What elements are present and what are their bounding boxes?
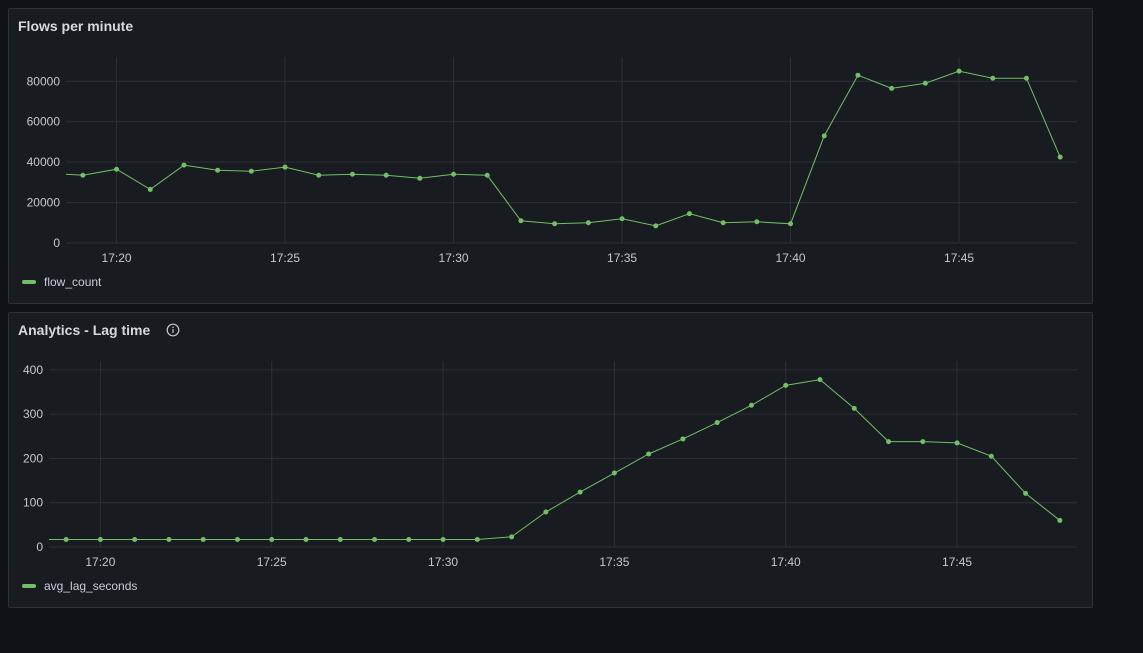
y-tick-label: 80000: [27, 74, 61, 88]
data-point: [543, 509, 549, 515]
data-point: [754, 219, 760, 225]
data-point: [303, 536, 309, 542]
data-point: [509, 534, 515, 540]
y-tick-label: 0: [36, 540, 43, 554]
flows-per-minute-panel: Flows per minute 0 20000 40000 60000 80000 17…: [8, 8, 1093, 304]
x-tick-label: 17:40: [771, 555, 801, 569]
data-point: [215, 167, 221, 173]
data-point: [63, 536, 69, 542]
data-point: [855, 72, 861, 78]
data-point: [372, 536, 378, 542]
flows-chart[interactable]: 0 20000 40000 60000 80000 17:20 17:25 17:30 17:3…: [9, 9, 1094, 305]
data-point: [686, 211, 692, 217]
data-point: [248, 168, 254, 174]
legend-swatch: [22, 584, 36, 588]
legend-swatch: [22, 280, 36, 284]
x-tick-label: 17:25: [257, 555, 287, 569]
data-point: [748, 402, 754, 408]
data-point: [451, 171, 457, 177]
data-point: [585, 220, 591, 226]
data-point: [720, 220, 726, 226]
data-point: [817, 377, 823, 383]
data-point: [282, 164, 288, 170]
data-point: [1023, 75, 1029, 81]
data-point: [269, 536, 275, 542]
data-point: [577, 489, 583, 495]
legend[interactable]: avg_lag_seconds: [22, 579, 137, 593]
data-point: [788, 221, 794, 227]
y-tick-label: 300: [23, 407, 43, 421]
data-point: [646, 451, 652, 457]
x-tick-label: 17:20: [85, 555, 115, 569]
data-point: [518, 218, 524, 224]
data-point: [714, 420, 720, 426]
data-point: [680, 436, 686, 442]
data-point: [440, 536, 446, 542]
data-point: [147, 186, 153, 192]
x-tick-label: 17:30: [439, 251, 469, 265]
data-point: [349, 171, 355, 177]
y-tick-label: 200: [23, 451, 43, 465]
data-point: [988, 453, 994, 459]
data-point: [417, 175, 423, 181]
data-point: [114, 166, 120, 172]
data-point: [316, 172, 322, 178]
analytics-lag-time-panel: Analytics - Lag time 0 100 200 300 400 17:20 1…: [8, 312, 1093, 608]
data-point: [234, 536, 240, 542]
data-point: [200, 536, 206, 542]
data-point: [97, 536, 103, 542]
data-point: [886, 439, 892, 445]
x-tick-label: 17:35: [599, 555, 629, 569]
data-point: [337, 536, 343, 542]
x-tick-label: 17:30: [428, 555, 458, 569]
y-tick-label: 400: [23, 363, 43, 377]
x-tick-label: 17:20: [102, 251, 132, 265]
y-tick-label: 20000: [27, 196, 61, 210]
data-point: [484, 172, 490, 178]
legend-label[interactable]: avg_lag_seconds: [44, 579, 138, 593]
data-point: [1057, 517, 1063, 523]
y-tick-label: 0: [53, 236, 60, 250]
panel-title[interactable]: Flows per minute: [18, 18, 133, 34]
data-point: [922, 80, 928, 86]
x-tick-label: 17:25: [270, 251, 300, 265]
panel-title[interactable]: Analytics - Lag time: [18, 322, 180, 338]
legend-label[interactable]: flow_count: [44, 275, 102, 289]
y-tick-label: 40000: [27, 155, 61, 169]
data-point: [1057, 154, 1063, 160]
x-tick-label: 17:35: [607, 251, 637, 265]
data-point: [956, 68, 962, 74]
data-point: [181, 162, 187, 168]
data-point: [1023, 490, 1029, 496]
data-point: [619, 216, 625, 222]
x-tick-label: 17:45: [942, 555, 972, 569]
panel-title-text: Analytics - Lag time: [18, 322, 151, 338]
data-point: [166, 536, 172, 542]
data-point: [653, 223, 659, 229]
x-tick-label: 17:45: [944, 251, 974, 265]
legend[interactable]: flow_count: [22, 275, 101, 289]
x-tick-label: 17:40: [776, 251, 806, 265]
data-point: [611, 470, 617, 476]
data-point: [889, 85, 895, 91]
data-point: [474, 536, 480, 542]
y-tick-label: 100: [23, 496, 43, 510]
data-point: [383, 172, 389, 178]
data-point: [406, 536, 412, 542]
data-point: [552, 221, 558, 227]
data-point: [920, 439, 926, 445]
data-point: [132, 536, 138, 542]
data-point: [954, 440, 960, 446]
lag-chart[interactable]: 0 100 200 300 400 17:20 17:25 17:30 17:35 17:40 17…: [9, 313, 1094, 609]
panel-title-text: Flows per minute: [18, 18, 134, 34]
data-point: [821, 133, 827, 139]
series-line: [49, 379, 1061, 540]
info-icon[interactable]: [166, 323, 180, 337]
y-tick-label: 60000: [27, 115, 61, 129]
data-point: [783, 382, 789, 388]
data-point: [80, 172, 86, 178]
data-point: [990, 75, 996, 81]
data-point: [851, 405, 857, 411]
